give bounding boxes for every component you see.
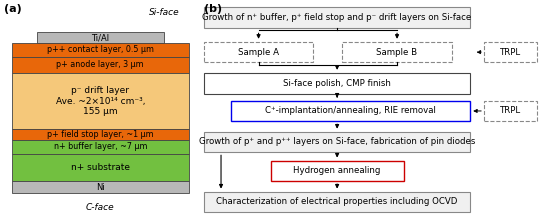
Bar bbox=[204, 7, 470, 28]
Text: p+ anode layer, 3 μm: p+ anode layer, 3 μm bbox=[56, 61, 144, 70]
Bar bbox=[12, 73, 189, 129]
Bar bbox=[12, 57, 189, 73]
Text: Growth of p⁺ and p⁺⁺ layers on Si-face, fabrication of pin diodes: Growth of p⁺ and p⁺⁺ layers on Si-face, … bbox=[199, 137, 475, 147]
Text: p++ contact layer, 0.5 μm: p++ contact layer, 0.5 μm bbox=[47, 45, 154, 54]
Bar bbox=[12, 129, 189, 140]
Text: (b): (b) bbox=[204, 4, 222, 14]
Text: Hydrogen annealing: Hydrogen annealing bbox=[293, 166, 381, 175]
Text: p+ field stop layer, ~1 μm: p+ field stop layer, ~1 μm bbox=[47, 130, 153, 139]
Bar bbox=[12, 154, 189, 181]
Text: Ni: Ni bbox=[96, 183, 105, 192]
Text: n+ buffer layer, ~7 μm: n+ buffer layer, ~7 μm bbox=[54, 142, 147, 151]
Bar bbox=[343, 42, 451, 62]
Text: TRPL: TRPL bbox=[500, 48, 521, 57]
Bar bbox=[204, 42, 313, 62]
Bar bbox=[12, 43, 189, 57]
Bar bbox=[12, 181, 189, 193]
Text: Sample B: Sample B bbox=[377, 48, 418, 57]
Text: TRPL: TRPL bbox=[500, 106, 521, 116]
Text: p⁻ drift layer
Ave. ~2×10¹⁴ cm⁻³,
155 μm: p⁻ drift layer Ave. ~2×10¹⁴ cm⁻³, 155 μm bbox=[55, 86, 145, 116]
Bar bbox=[12, 140, 189, 154]
Bar bbox=[230, 101, 470, 121]
Text: (a): (a) bbox=[4, 4, 22, 14]
Bar bbox=[204, 132, 470, 152]
Text: Growth of n⁺ buffer, p⁺ field stop and p⁻ drift layers on Si-face: Growth of n⁺ buffer, p⁺ field stop and p… bbox=[203, 13, 472, 22]
Bar bbox=[37, 32, 164, 43]
Text: C⁺-implantation/annealing, RIE removal: C⁺-implantation/annealing, RIE removal bbox=[265, 106, 436, 116]
Text: Characterization of electrical properties including OCVD: Characterization of electrical propertie… bbox=[216, 197, 458, 207]
Text: n+ substrate: n+ substrate bbox=[71, 163, 130, 172]
Bar bbox=[484, 42, 537, 62]
Bar bbox=[204, 73, 470, 94]
Text: Si-face: Si-face bbox=[149, 8, 180, 17]
Text: Si-face polish, CMP finish: Si-face polish, CMP finish bbox=[283, 79, 391, 88]
Bar bbox=[484, 101, 537, 121]
Text: Sample A: Sample A bbox=[238, 48, 279, 57]
Text: C-face: C-face bbox=[86, 203, 114, 212]
Bar bbox=[270, 160, 404, 181]
Text: Ti/Al: Ti/Al bbox=[91, 33, 109, 42]
Bar bbox=[204, 192, 470, 212]
